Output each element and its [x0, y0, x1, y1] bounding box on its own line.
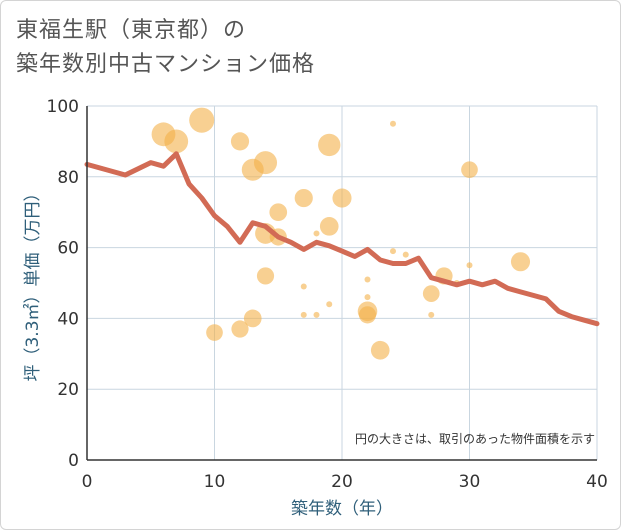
y-axis-title: 坪（3.3㎡）単価（万円）: [23, 184, 43, 381]
data-bubble: [390, 248, 396, 255]
x-tick-label: 30: [459, 472, 481, 492]
y-tick-label: 80: [57, 168, 79, 188]
data-bubble: [313, 311, 320, 318]
data-bubble: [319, 217, 339, 236]
data-bubble: [364, 294, 371, 301]
x-tick-label: 0: [82, 472, 93, 492]
data-bubble: [332, 188, 352, 208]
data-bubble: [313, 230, 320, 237]
y-tick-label: 20: [57, 380, 79, 400]
data-bubble: [318, 133, 341, 157]
trend-line: [84, 151, 600, 327]
size-legend-note: 円の大きさは、取引のあった物件面積を示す: [355, 431, 595, 446]
data-bubble: [510, 252, 531, 272]
data-bubble: [466, 262, 473, 269]
data-bubble: [189, 107, 215, 133]
data-bubble: [422, 285, 440, 302]
axis-lines: [86, 106, 597, 461]
y-tick-label: 0: [68, 451, 79, 471]
chart-title: 東福生駅（東京都）の 築年数別中古マンション価格: [16, 14, 315, 82]
data-bubble: [256, 267, 275, 285]
data-bubble: [206, 324, 223, 341]
data-bubble: [294, 188, 313, 208]
data-bubble: [231, 320, 249, 338]
data-bubble: [164, 129, 189, 154]
data-bubble: [230, 132, 250, 151]
x-tick-label: 20: [331, 472, 353, 492]
y-tick-label: 40: [57, 309, 79, 329]
x-tick-label: 40: [586, 472, 608, 492]
data-bubble: [370, 340, 390, 360]
y-tick-label: 60: [57, 239, 79, 259]
data-bubble: [364, 276, 371, 283]
data-bubble: [402, 251, 409, 258]
x-tick-labels: 0 10 20 30 40: [82, 472, 608, 492]
data-bubble: [300, 283, 307, 290]
data-bubble: [461, 161, 478, 179]
x-tick-label: 10: [204, 472, 226, 492]
data-bubble: [243, 309, 262, 328]
data-bubble: [269, 203, 288, 222]
chart-title-line-2: 築年数別中古マンション価格: [16, 52, 316, 77]
data-bubble: [428, 311, 435, 318]
chart-title-line-1: 東福生駅（東京都）の: [16, 18, 247, 43]
data-bubble: [253, 151, 278, 175]
data-bubble: [326, 301, 333, 308]
x-axis-title: 築年数（年）: [291, 499, 393, 519]
data-bubble: [390, 120, 396, 127]
y-tick-labels: 0 20 40 60 80 100: [47, 97, 79, 471]
y-tick-label: 100: [47, 97, 79, 117]
data-bubble: [358, 306, 377, 324]
data-bubble: [300, 311, 307, 318]
